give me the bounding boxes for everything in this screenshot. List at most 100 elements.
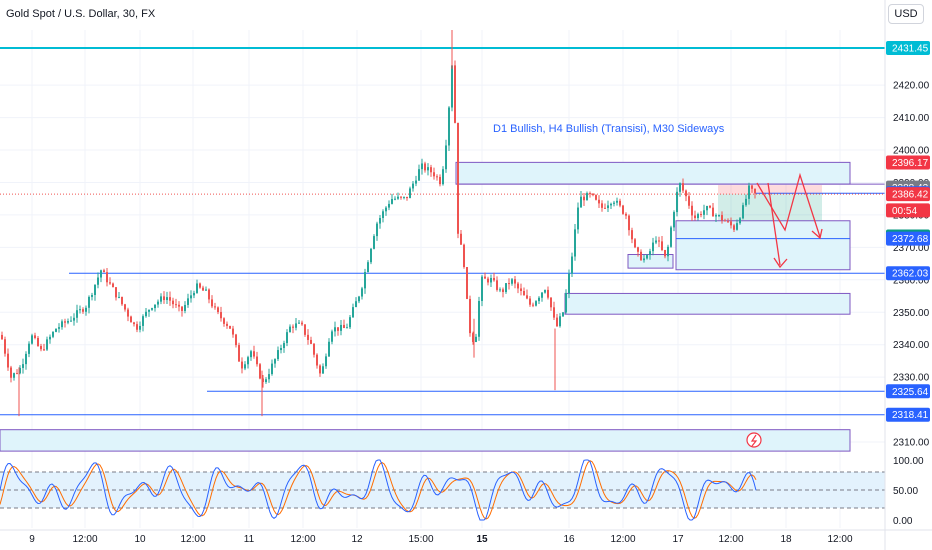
time-tick-label: 11 bbox=[244, 534, 255, 545]
candle bbox=[217, 307, 219, 313]
candle bbox=[670, 227, 672, 247]
candle bbox=[388, 203, 390, 208]
candle bbox=[709, 206, 711, 208]
candle bbox=[490, 277, 492, 283]
candle bbox=[10, 367, 12, 378]
candle bbox=[91, 295, 93, 297]
candle bbox=[493, 277, 495, 281]
candle bbox=[646, 255, 648, 259]
stoch-tick-label: 100.00 bbox=[893, 456, 924, 467]
candle bbox=[661, 241, 663, 250]
candle bbox=[358, 296, 360, 302]
time-tick-label: 12:00 bbox=[290, 534, 315, 545]
candle bbox=[469, 298, 471, 334]
candle bbox=[325, 356, 327, 367]
candle bbox=[613, 202, 615, 204]
candle bbox=[196, 283, 198, 293]
candle bbox=[430, 167, 432, 173]
candle bbox=[355, 301, 357, 308]
candle bbox=[169, 297, 171, 301]
candle bbox=[721, 215, 723, 221]
candle bbox=[148, 309, 150, 312]
candle bbox=[124, 304, 126, 310]
candle bbox=[244, 364, 246, 369]
candle bbox=[277, 350, 279, 360]
candle bbox=[544, 289, 546, 293]
candle bbox=[121, 296, 123, 305]
candle bbox=[754, 188, 756, 194]
price-tick-label: 2340.00 bbox=[893, 340, 930, 351]
candle bbox=[577, 207, 579, 230]
projection-arrows bbox=[756, 172, 823, 269]
candle bbox=[562, 312, 564, 317]
candle bbox=[703, 210, 705, 215]
candle bbox=[145, 311, 147, 317]
candle bbox=[580, 196, 582, 208]
candle bbox=[226, 323, 228, 326]
time-tick-label: 12:00 bbox=[72, 534, 97, 545]
candle bbox=[367, 262, 369, 273]
candle bbox=[517, 283, 519, 289]
candle bbox=[289, 326, 291, 333]
candle bbox=[235, 334, 237, 346]
candle bbox=[556, 317, 558, 327]
candle bbox=[628, 215, 630, 231]
candle bbox=[337, 327, 339, 331]
analysis-annotation: D1 Bullish, H4 Bullish (Transisi), M30 S… bbox=[493, 123, 725, 135]
candle bbox=[4, 339, 6, 354]
candle bbox=[220, 312, 222, 319]
candle bbox=[52, 331, 54, 337]
price-tick-label: 2370.00 bbox=[893, 243, 930, 254]
candle bbox=[193, 292, 195, 296]
candle bbox=[118, 296, 120, 298]
candle bbox=[13, 373, 15, 378]
supply-demand-zone bbox=[0, 429, 851, 452]
candle bbox=[214, 306, 216, 308]
candle bbox=[673, 212, 675, 228]
currency-button[interactable]: USD bbox=[888, 4, 924, 24]
candle bbox=[34, 335, 36, 338]
price-tick-label: 2350.00 bbox=[893, 308, 930, 319]
candle bbox=[526, 295, 528, 299]
candle bbox=[307, 334, 309, 340]
candle bbox=[115, 287, 117, 298]
candle bbox=[1, 334, 3, 340]
candle bbox=[472, 333, 474, 343]
candle bbox=[487, 278, 489, 283]
candle bbox=[103, 270, 105, 273]
candle bbox=[394, 198, 396, 200]
candle bbox=[334, 327, 336, 332]
flash-icon bbox=[746, 432, 762, 448]
candle bbox=[79, 309, 81, 311]
candle bbox=[460, 233, 462, 245]
candle bbox=[85, 307, 87, 312]
candle bbox=[328, 341, 330, 357]
candle bbox=[610, 203, 612, 206]
candle bbox=[256, 356, 258, 365]
price-tag bbox=[886, 231, 930, 246]
candle bbox=[316, 354, 318, 366]
candle bbox=[211, 299, 213, 307]
candle bbox=[364, 272, 366, 289]
candle bbox=[184, 304, 186, 311]
time-tick-label: 12:00 bbox=[180, 534, 205, 545]
candle bbox=[199, 283, 201, 288]
candle bbox=[241, 361, 243, 369]
candle bbox=[598, 199, 600, 204]
candle bbox=[631, 230, 633, 240]
candle bbox=[607, 205, 609, 209]
candle bbox=[301, 322, 303, 325]
candle bbox=[349, 317, 351, 328]
candle bbox=[97, 277, 99, 285]
candle bbox=[571, 256, 573, 274]
candle bbox=[700, 214, 702, 216]
candle bbox=[427, 167, 429, 171]
candle bbox=[415, 180, 417, 184]
candle bbox=[37, 337, 39, 346]
candle bbox=[745, 198, 747, 206]
candle bbox=[229, 325, 231, 329]
candle bbox=[142, 316, 144, 326]
price-tag-label: 2396.17 bbox=[892, 158, 929, 169]
candle bbox=[25, 353, 27, 365]
